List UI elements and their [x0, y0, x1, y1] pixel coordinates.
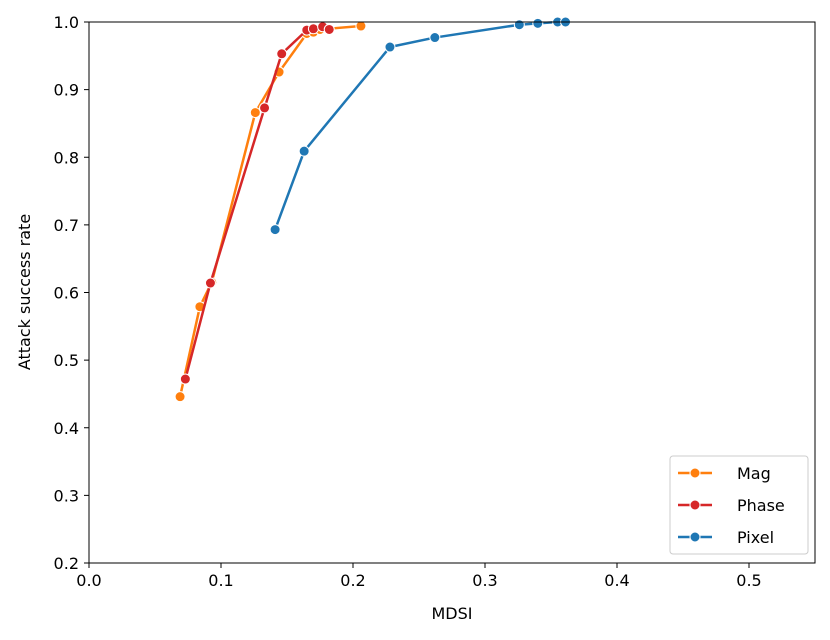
legend: Mag Phase Pixel: [669, 455, 809, 555]
data-point-phase: [259, 102, 271, 114]
x-tick-label: 0.0: [76, 571, 101, 590]
data-point-phase: [179, 373, 191, 385]
y-tick-label: 0.5: [54, 351, 79, 370]
legend-label: Mag: [737, 464, 771, 483]
y-tick-label: 0.8: [54, 148, 79, 167]
y-axis-label: Attack success rate: [15, 214, 34, 370]
data-point-pixel: [269, 224, 281, 236]
data-point-phase: [276, 48, 288, 60]
series-pixel: [269, 16, 572, 236]
series-layer: [174, 16, 572, 403]
data-point-pixel: [513, 19, 525, 31]
y-tick-label: 0.4: [54, 419, 79, 438]
legend-box: [669, 455, 809, 555]
axes: 0.0 0.1 0.2 0.3 0.4 0.5 0.2 0.3 0.4 0.5 0.6 0.7 0.8 0…: [54, 13, 762, 590]
series-line-mag: [178, 24, 362, 397]
y-tick-label: 0.9: [54, 81, 79, 100]
series-phase: [179, 21, 335, 385]
legend-item-pixel: Pixel: [678, 528, 774, 547]
x-tick-label: 0.2: [340, 571, 365, 590]
x-axis-label: MDSI: [432, 604, 473, 623]
legend-item-mag: Mag: [678, 464, 771, 483]
series-mag: [174, 20, 367, 403]
y-tick-label: 1.0: [54, 13, 79, 32]
series-line-phase: [184, 25, 330, 380]
data-point-pixel: [384, 41, 396, 53]
series-line-pixel: [273, 20, 566, 231]
legend-swatch-marker: [689, 531, 701, 543]
x-tick-label: 0.1: [208, 571, 233, 590]
legend-label: Phase: [737, 496, 785, 515]
data-point-mag: [249, 107, 261, 119]
x-tick-label: 0.3: [472, 571, 497, 590]
plot-frame: [88, 21, 816, 564]
legend-swatch-marker: [689, 499, 701, 511]
data-point-mag: [174, 391, 186, 403]
data-point-pixel: [532, 17, 544, 29]
y-tick-label: 0.6: [54, 284, 79, 303]
legend-label: Pixel: [737, 528, 774, 547]
y-tick-label: 0.3: [54, 486, 79, 505]
x-tick-label: 0.4: [604, 571, 629, 590]
data-point-phase: [307, 23, 319, 35]
x-tick-label: 0.5: [736, 571, 761, 590]
data-point-phase: [204, 277, 216, 289]
y-tick-label: 0.2: [54, 554, 79, 573]
data-point-mag: [355, 20, 367, 32]
legend-item-phase: Phase: [678, 496, 785, 515]
data-point-pixel: [429, 32, 441, 44]
data-point-phase: [323, 23, 335, 35]
legend-swatch-marker: [689, 467, 701, 479]
data-point-pixel: [298, 145, 310, 157]
y-tick-label: 0.7: [54, 216, 79, 235]
